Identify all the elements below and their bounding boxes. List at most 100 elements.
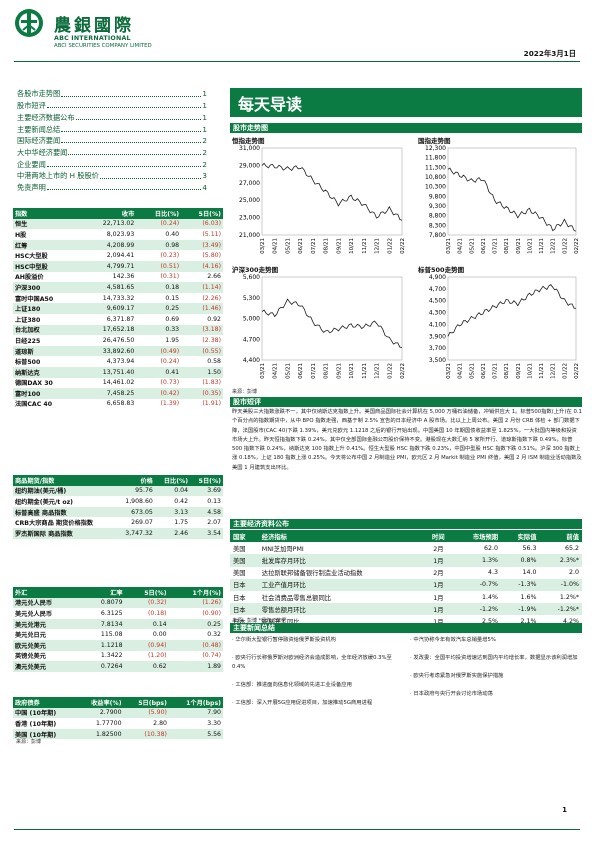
row-label: 纳斯达克 xyxy=(13,366,80,378)
x-tick-label: 06/21 xyxy=(298,238,304,254)
toc-item[interactable]: 主要经济数据公布 1 xyxy=(17,109,207,121)
x-tick-label: 05/21 xyxy=(285,363,291,379)
table-cell: 1,908.60 xyxy=(125,497,153,505)
y-tick-label: 27,000 xyxy=(239,180,260,187)
news-item: · 工信部：推进面向信息化领域的先进工业设备应用 xyxy=(232,682,352,688)
table-cell: 0.18 xyxy=(136,282,182,293)
x-tick-label: 09/21 xyxy=(336,238,342,254)
y-tick-label: 10,800 xyxy=(425,174,446,181)
toc-item[interactable]: 国际经济要闻 2 xyxy=(17,133,207,146)
toc-item[interactable]: 大中华经济要闻 2 xyxy=(17,144,207,156)
x-tick-label: 04/21 xyxy=(273,238,279,254)
table-cell: (0.31) xyxy=(160,273,180,281)
table-cell: 1月 xyxy=(423,554,453,567)
table-cell: 62.0 xyxy=(483,544,498,552)
table-cell: 1.1218 xyxy=(81,639,125,651)
csi300-chart: 5,600 5,300 5,000 4,700 4,400 03/21 04/21 05/21… xyxy=(232,264,408,386)
table-cell: 0.15 xyxy=(165,294,180,302)
plot-frame xyxy=(261,276,403,361)
x-tick-label: 03/21 xyxy=(260,238,266,254)
series-line xyxy=(261,162,403,221)
row-label: 道琼斯 xyxy=(13,345,80,357)
charts-source-note: 来源：彭博 xyxy=(232,389,258,395)
table-cell: (3.49) xyxy=(181,239,223,251)
plot-frame xyxy=(447,147,577,236)
y-tick-label: 21,000 xyxy=(239,232,260,239)
table-header-row: 外汇 汇率 5日(%) 1个月(%) xyxy=(13,587,223,598)
header-divider xyxy=(14,61,580,62)
table-row: 日本 工业产值月环比 1月 -0.7% -1.3% -1.0% xyxy=(230,578,582,591)
y-tick-label: 12,300 xyxy=(425,145,446,152)
table-header-cell: 商品期货/指数 xyxy=(13,475,116,486)
table-row: 美国 (10年期) 1.82500 (10.38) 5.56 xyxy=(13,728,223,740)
x-tick-label: 09/21 xyxy=(516,363,522,379)
row-label: 美元兑人民币 xyxy=(15,610,53,618)
table-row: 英镑兑美元 1.3422 (1.20) (0.74) xyxy=(13,651,223,662)
table-cell: (5.90) xyxy=(123,707,169,719)
toc-item[interactable]: 企业要闻 2 xyxy=(17,156,207,169)
news-item: · 工信部：深入开展5G应用促进项目，加速推动5G商用进程 xyxy=(232,700,373,706)
toc-item[interactable]: 中港两地上市的 H 股股价 3 xyxy=(17,168,207,179)
table-cell: 社会消费品零售总额同比 xyxy=(261,594,332,602)
table-cell: 2.80 xyxy=(153,719,167,727)
index-table: 指数 收市 日比(%) 5日(%) 恒生 22,713.02 (0.24) (6.03) H股 8… xyxy=(13,208,223,409)
toc-item[interactable]: 股市短评 1 xyxy=(17,98,207,111)
table-cell: 4,208.99 xyxy=(79,239,137,251)
toc-item-label: 国际经济要闻 xyxy=(17,136,61,146)
toc-item-page: 1 xyxy=(202,112,207,122)
news-item: · 中汽协称今年有效汽车总销量增5% xyxy=(410,637,496,643)
table-header-cell: 指数 xyxy=(13,208,80,219)
commodity-table: 商品期货/指数 价格 日比(%) 5日(%) 纽约期油(美元/桶) 95.76 0.04 3.… xyxy=(13,475,223,539)
toc-item-label: 企业要闻 xyxy=(17,159,46,169)
x-tick-label: 06/21 xyxy=(481,363,487,379)
table-cell: 1.82500 xyxy=(75,728,124,740)
table-header-cell: 收益率(%) xyxy=(75,697,124,708)
table-row: 纳斯达克 13,751.40 0.41 1.50 xyxy=(13,366,223,378)
table-header-cell: 5日(bps) xyxy=(123,697,169,708)
toc-item[interactable]: 各股市走势图 1 xyxy=(17,86,207,97)
x-tick-label: 12/21 xyxy=(551,238,557,254)
table-cell: 1.4% xyxy=(482,593,498,601)
table-cell: 1.3% xyxy=(452,554,501,567)
table-row: HSC大型股 2,094.41 (0.23) (5.80) xyxy=(13,250,223,261)
toc-item[interactable]: 免责声明 4 xyxy=(17,180,207,192)
table-row: 澳元兑美元 0.7264 0.62 1.89 xyxy=(13,661,223,672)
row-label: HSC大型股 xyxy=(15,253,48,261)
toc-leader xyxy=(46,107,202,109)
x-tick-label: 01/22 xyxy=(387,238,393,254)
news-item: · 欧央行行长称俄罗斯对欧洲经济会造成影响，全年经济放缓0.3%至0.4% xyxy=(232,655,392,670)
table-header-row: 商品期货/指数 价格 日比(%) 5日(%) xyxy=(13,475,223,486)
y-tick-label: 7,800 xyxy=(429,232,446,239)
table-cell: 1.6% xyxy=(520,593,537,601)
table-row: 红筹 4,208.99 0.98 (3.49) xyxy=(13,239,223,251)
row-label: 澳元兑美元 xyxy=(13,661,82,672)
table-cell: 1.50 xyxy=(181,366,223,378)
table-cell: 0.04 xyxy=(154,485,191,497)
y-tick-label: 11,800 xyxy=(425,155,446,162)
toc-item[interactable]: 主要新闻总结 1 xyxy=(17,121,207,134)
y-tick-label: 9,800 xyxy=(429,193,446,200)
table-cell: 4,373.94 xyxy=(106,358,135,366)
table-cell: 33,892.60 xyxy=(79,345,137,357)
table-row: 台北加权 17,652.18 0.33 (3.18) xyxy=(13,324,223,336)
y-tick-label: 4,900 xyxy=(429,274,446,281)
table-header-cell: 实际值 xyxy=(501,530,540,543)
toc-item-page: 1 xyxy=(202,124,207,134)
row-label: 罗杰斯国际 商品指数 xyxy=(13,527,116,539)
toc-item-page: 4 xyxy=(202,182,207,192)
table-cell: 0.25 xyxy=(168,618,223,630)
x-tick-label: 10/21 xyxy=(527,238,533,254)
series-line xyxy=(447,167,577,232)
x-tick-label: 07/21 xyxy=(311,363,317,379)
table-cell: 0.92 xyxy=(207,315,221,323)
table-cell: (0.48) xyxy=(168,639,223,651)
plot-frame xyxy=(447,276,577,361)
x-tick-label: 01/22 xyxy=(562,238,568,254)
table-row: 港元兑人民币 0.8079 (0.32) (1.26) xyxy=(13,597,223,609)
table-cell: (4.16) xyxy=(181,260,223,272)
table-cell: (0.24) xyxy=(160,358,180,366)
y-tick-label: 4,100 xyxy=(429,321,446,328)
table-cell: 2.3%* xyxy=(539,554,582,567)
toc-item-label: 股市短评 xyxy=(17,101,46,111)
